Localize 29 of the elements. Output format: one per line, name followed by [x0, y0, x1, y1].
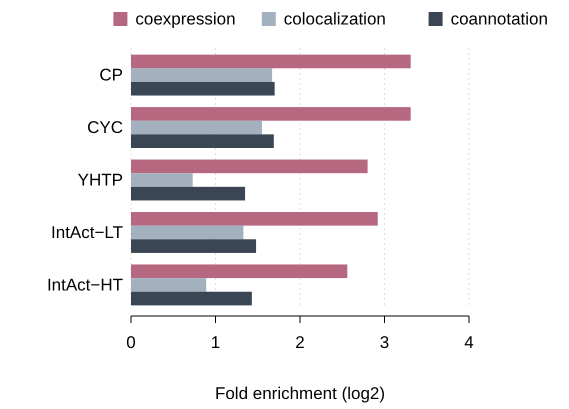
y-tick-label: CP: [99, 66, 123, 85]
x-tick-label: 3: [380, 333, 390, 352]
x-tick-label: 1: [210, 333, 220, 352]
bar: [131, 120, 262, 134]
bar: [131, 107, 411, 121]
bar: [131, 134, 274, 148]
bar: [131, 186, 246, 200]
y-tick-label: CYC: [87, 118, 123, 138]
bar: [131, 54, 411, 68]
legend-label: coannotation: [450, 10, 548, 28]
bar: [131, 292, 252, 306]
legend-label: coexpression: [135, 10, 236, 28]
x-tick-label: 4: [464, 333, 474, 352]
y-tick-label: IntAct−LT: [51, 222, 123, 242]
bar: [131, 160, 368, 174]
bar: [131, 264, 348, 278]
bar: [131, 278, 206, 292]
bar: [131, 68, 272, 82]
bar: [131, 239, 256, 253]
y-tick-label: IntAct−HT: [46, 275, 123, 294]
x-tick-label: 0: [126, 333, 136, 352]
legend-label: colocalization: [284, 10, 386, 28]
y-tick-label: YHTP: [78, 170, 123, 190]
bar: [131, 82, 275, 96]
x-axis-title: Fold enrichment (log2): [214, 384, 386, 403]
bar: [131, 226, 244, 240]
bar: [131, 212, 378, 226]
bar: [131, 173, 193, 187]
x-tick-label: 2: [295, 333, 305, 352]
